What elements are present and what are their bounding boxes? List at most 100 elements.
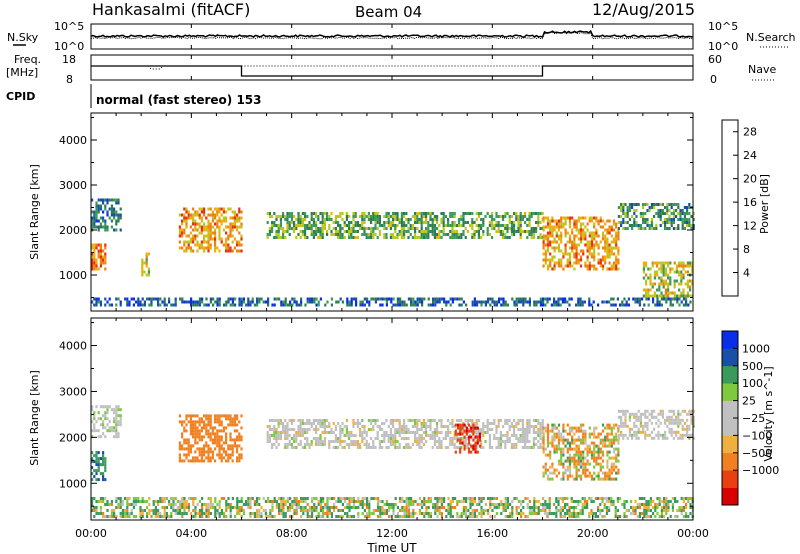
heatmap-cell xyxy=(519,233,522,236)
heatmap-cell xyxy=(425,212,428,215)
heatmap-cell xyxy=(455,437,458,440)
heatmap-cell xyxy=(115,515,118,518)
heatmap-cell xyxy=(416,440,419,443)
heatmap-cell xyxy=(225,240,228,244)
heatmap-cell xyxy=(321,236,324,239)
heatmap-cell xyxy=(671,291,674,295)
heatmap-cell xyxy=(557,459,561,463)
heatmap-cell xyxy=(644,218,647,221)
heatmap-cell xyxy=(192,234,195,238)
heatmap-cell xyxy=(214,237,217,241)
heatmap-cell xyxy=(436,227,439,230)
heatmap-cell xyxy=(337,224,340,227)
heatmap-cell xyxy=(568,474,572,478)
heatmap-cell xyxy=(216,303,219,307)
heatmap-cell xyxy=(99,216,102,220)
heatmap-cell xyxy=(568,234,572,238)
heatmap-cell xyxy=(553,246,556,250)
heatmap-cell xyxy=(482,422,485,425)
heatmap-cell xyxy=(677,424,680,428)
heatmap-cell xyxy=(593,246,596,250)
heatmap-cell xyxy=(385,233,388,236)
heatmap-cell xyxy=(658,303,661,307)
heatmap-cell xyxy=(396,512,399,515)
heatmap-cell xyxy=(225,249,228,253)
heatmap-cell xyxy=(333,503,336,506)
heatmap-cell xyxy=(403,512,406,515)
heatmap-cell xyxy=(480,515,483,518)
heatmap-cell xyxy=(297,303,300,307)
heatmap-cell xyxy=(273,212,276,215)
heatmap-cell xyxy=(238,231,241,235)
heatmap-cell xyxy=(403,212,406,215)
heatmap-cell xyxy=(119,423,122,427)
heatmap-cell xyxy=(615,465,618,469)
heatmap-cell xyxy=(95,512,98,515)
heatmap-cell xyxy=(562,252,565,256)
heatmap-cell xyxy=(416,303,419,307)
heatmap-cell xyxy=(115,429,118,433)
heatmap-cell xyxy=(661,212,664,215)
heatmap-cell xyxy=(662,270,665,274)
heatmap-cell xyxy=(648,224,651,227)
heatmap-cell xyxy=(548,503,551,506)
heatmap-cell xyxy=(465,509,468,512)
heatmap-cell xyxy=(209,246,212,250)
heatmap-cell xyxy=(586,444,589,448)
heatmap-cell xyxy=(599,456,602,460)
heatmap-cell xyxy=(304,506,307,509)
heatmap-cell xyxy=(271,428,274,431)
heatmap-cell xyxy=(209,435,212,439)
heatmap-cell xyxy=(187,234,190,238)
heatmap-cell xyxy=(95,213,98,217)
heatmap-cell xyxy=(667,294,670,298)
heatmap-cell xyxy=(346,297,349,301)
heatmap-cell xyxy=(238,207,241,211)
heatmap-cell xyxy=(312,212,315,215)
heatmap-cell xyxy=(669,291,672,295)
heatmap-cell xyxy=(176,506,179,509)
heatmap-cell xyxy=(595,240,598,244)
heatmap-cell xyxy=(400,236,403,239)
heatmap-cell xyxy=(260,297,263,301)
heatmap-cell xyxy=(423,497,426,500)
heatmap-cell xyxy=(148,497,151,500)
heatmap-cell xyxy=(365,233,368,236)
heatmap-cell xyxy=(671,267,674,271)
heatmap-cell xyxy=(300,303,303,307)
heatmap-cell xyxy=(170,497,173,500)
heatmap-cell xyxy=(405,425,408,428)
heatmap-cell xyxy=(172,500,175,503)
heatmap-cell xyxy=(115,405,118,409)
heatmap-cell xyxy=(539,446,542,449)
heatmap-cell xyxy=(436,300,439,304)
heatmap-cell xyxy=(97,249,100,253)
heatmap-cell xyxy=(181,231,184,235)
heatmap-cell xyxy=(211,438,214,442)
heatmap-cell xyxy=(573,477,576,481)
heatmap-cell xyxy=(192,414,195,418)
heatmap-cell xyxy=(249,503,252,506)
heatmap-cell xyxy=(179,503,182,506)
heatmap-cell xyxy=(332,431,335,434)
heatmap-cell xyxy=(163,300,166,304)
heatmap-cell xyxy=(106,300,109,304)
heatmap-cell xyxy=(544,237,547,241)
heatmap-cell xyxy=(690,224,693,227)
heatmap-cell xyxy=(656,288,659,292)
heatmap-cell xyxy=(557,303,560,307)
heatmap-cell xyxy=(498,506,501,509)
heatmap-cell xyxy=(681,221,684,224)
heatmap-cell xyxy=(628,418,631,422)
heatmap-cell xyxy=(544,468,547,472)
heatmap-cell xyxy=(688,436,691,440)
heatmap-cell xyxy=(599,468,602,472)
heatmap-cell xyxy=(612,228,616,232)
heatmap-cell xyxy=(185,234,188,238)
heatmap-cell xyxy=(102,219,105,223)
heatmap-cell xyxy=(434,503,437,506)
heatmap-cell xyxy=(586,249,589,253)
heatmap-cell xyxy=(686,427,689,431)
heatmap-cell xyxy=(620,209,623,212)
heatmap-cell xyxy=(339,500,342,503)
